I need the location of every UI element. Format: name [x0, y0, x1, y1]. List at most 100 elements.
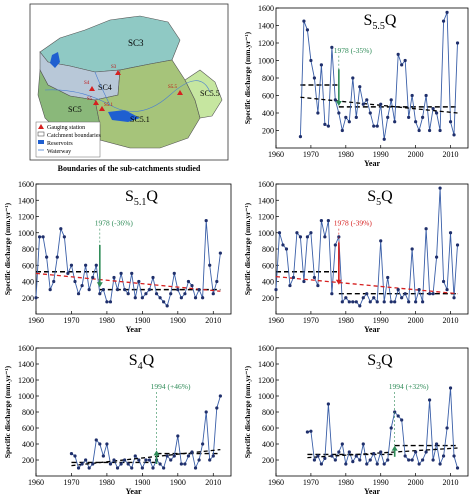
data-point	[302, 279, 306, 284]
data-point	[305, 28, 310, 32]
data-point	[84, 263, 88, 267]
x-tick-label: 1990	[373, 316, 389, 325]
data-point	[158, 296, 162, 300]
x-tick-label: 1970	[303, 316, 319, 325]
data-point	[130, 466, 134, 470]
x-axis-label: Year	[364, 159, 380, 168]
change-label: 1978 (-35%)	[334, 46, 373, 55]
data-point	[162, 466, 166, 470]
data-point	[400, 418, 404, 422]
data-point	[379, 239, 383, 243]
y-tick-label: 200	[22, 456, 34, 465]
x-tick-label: 1970	[63, 478, 79, 487]
data-point	[176, 434, 180, 438]
data-point	[347, 120, 351, 124]
y-tick-label: 1600	[258, 180, 274, 189]
y-tick-label: 1200	[258, 39, 274, 48]
station-label: S4	[84, 81, 90, 86]
data-point	[190, 283, 194, 288]
chart-title: S5.5Q	[364, 12, 397, 32]
data-point	[372, 452, 376, 456]
data-point	[417, 462, 421, 466]
data-point	[428, 128, 432, 133]
data-point	[309, 429, 313, 433]
data-point	[62, 235, 66, 239]
data-point	[455, 243, 460, 247]
station-label: S5.1	[104, 103, 114, 108]
data-point	[76, 292, 81, 296]
data-point	[358, 85, 362, 89]
data-point	[365, 98, 369, 102]
data-point	[140, 296, 144, 300]
data-point	[389, 426, 393, 430]
data-point	[434, 442, 439, 446]
y-tick-label: 200	[262, 456, 274, 465]
data-point	[144, 458, 148, 462]
data-point	[305, 430, 310, 434]
data-point	[319, 462, 323, 466]
data-point	[400, 63, 404, 67]
data-point	[421, 458, 425, 462]
data-point	[438, 462, 442, 466]
data-point	[305, 235, 310, 239]
x-tick-label: 2010	[443, 316, 459, 325]
data-point	[410, 247, 414, 251]
y-tick-label: 1000	[258, 57, 274, 66]
data-point	[389, 300, 393, 304]
data-point	[344, 296, 348, 300]
data-point	[98, 442, 102, 446]
data-point	[382, 137, 386, 141]
data-point	[183, 462, 187, 466]
title-text: S	[125, 188, 134, 205]
data-point	[316, 111, 320, 115]
x-tick-label: 1960	[28, 478, 44, 487]
title-text: S	[129, 352, 138, 369]
data-point	[344, 115, 348, 119]
data-point	[452, 133, 456, 137]
title-text: S	[367, 352, 376, 369]
data-point	[59, 227, 63, 231]
waterway	[94, 71, 111, 106]
data-point	[372, 296, 376, 300]
data-point	[112, 275, 116, 280]
data-point	[172, 454, 176, 458]
data-point	[368, 300, 372, 304]
data-point	[119, 462, 123, 466]
y-tick-label: 1000	[258, 392, 274, 401]
data-point	[309, 231, 313, 235]
data-point	[375, 462, 379, 466]
station-marker	[89, 86, 95, 91]
data-point	[94, 263, 98, 267]
data-point	[76, 466, 81, 470]
data-point	[84, 458, 88, 462]
data-point	[340, 128, 344, 133]
chart-title: S5.1Q	[125, 188, 158, 208]
data-point	[382, 300, 386, 304]
data-point	[34, 296, 38, 300]
x-tick-label: 1980	[99, 316, 115, 325]
data-line	[299, 12, 458, 140]
data-point	[337, 111, 341, 115]
data-point	[179, 462, 183, 466]
data-point	[295, 231, 299, 235]
data-point	[365, 292, 369, 296]
data-point	[137, 458, 141, 462]
data-point	[421, 115, 425, 119]
y-tick-label: 800	[262, 408, 274, 417]
x-axis-label: Year	[126, 487, 142, 496]
data-point	[414, 450, 418, 454]
x-tick-label: 1990	[373, 150, 389, 159]
y-axis-label: Specific discharge (mm.yr⁻¹)	[3, 202, 12, 295]
y-tick-label: 600	[262, 424, 274, 433]
data-point	[407, 115, 411, 119]
x-tick-label: 1960	[268, 478, 284, 487]
data-point	[274, 288, 278, 292]
data-point	[69, 452, 74, 456]
change-label: 1978 (-39%)	[334, 219, 373, 228]
data-point	[417, 128, 421, 133]
data-point	[215, 406, 219, 410]
y-tick-label: 200	[262, 294, 274, 303]
y-tick-label: 1000	[18, 392, 34, 401]
x-tick-label: 1990	[373, 478, 389, 487]
